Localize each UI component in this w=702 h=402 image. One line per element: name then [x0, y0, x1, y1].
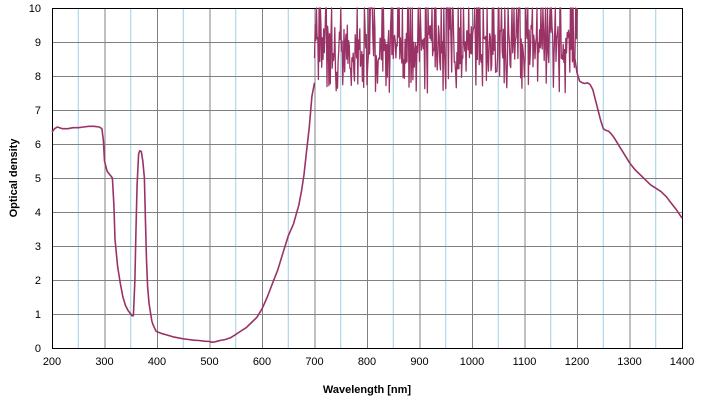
y-tick-label: 5 — [35, 173, 41, 185]
x-tick-label: 1200 — [565, 356, 589, 368]
x-tick-label: 300 — [95, 356, 113, 368]
x-tick-label: 400 — [148, 356, 166, 368]
series-line-infrared — [573, 55, 683, 219]
y-tick-label: 8 — [35, 71, 41, 83]
y-tick-label: 7 — [35, 105, 41, 117]
x-tick-labels: 200 300 400 500 600 700 800 900 1000 1100 1200 1300… — [43, 356, 694, 368]
plot-area-border — [52, 8, 683, 349]
x-tick-label: 500 — [200, 356, 218, 368]
x-tick-label: 1100 — [513, 356, 537, 368]
y-tick-label: 4 — [35, 207, 41, 219]
plot-frame — [52, 8, 683, 349]
series-group — [51, 7, 683, 343]
y-tick-label: 3 — [35, 241, 41, 253]
x-tick-label: 600 — [253, 356, 271, 368]
y-tick-label: 6 — [35, 139, 41, 151]
x-axis-title: Wavelength [nm] — [323, 384, 412, 396]
series-line-uv-visible — [51, 82, 316, 343]
series-line-noisy-band — [313, 7, 578, 94]
x-tick-label: 800 — [358, 356, 376, 368]
y-tick-label: 1 — [35, 309, 41, 321]
y-tick-label: 0 — [35, 343, 41, 355]
y-tick-labels: 0 1 2 3 4 5 6 7 8 9 10 — [29, 3, 41, 355]
y-tick-label: 2 — [35, 275, 41, 287]
x-tick-label: 200 — [43, 356, 61, 368]
x-tick-label: 900 — [410, 356, 428, 368]
x-tick-label: 1400 — [670, 356, 694, 368]
x-tick-label: 1000 — [460, 356, 484, 368]
x-tick-label: 1300 — [617, 356, 641, 368]
x-tick-label: 700 — [305, 356, 323, 368]
y-tick-label: 10 — [29, 3, 41, 15]
y-tick-label: 9 — [35, 37, 41, 49]
y-axis-title: Optical density — [8, 138, 20, 218]
